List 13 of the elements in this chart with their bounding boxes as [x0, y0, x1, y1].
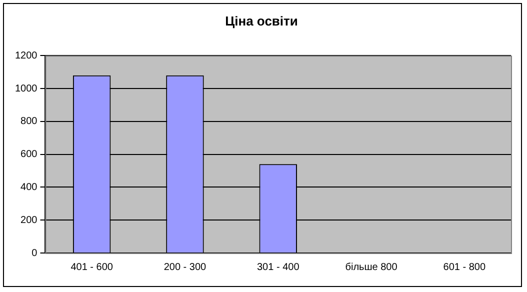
y-tick-label: 400 — [20, 182, 38, 193]
y-tick-label: 1200 — [14, 50, 38, 62]
y-tick-label: 1000 — [14, 83, 38, 94]
y-tick-label: 800 — [20, 116, 38, 128]
y-tick-label: 200 — [20, 214, 38, 226]
y-tick-label: 0 — [32, 248, 38, 259]
x-tick-label: 200 - 300 — [164, 262, 207, 273]
x-tick-label: 401 - 600 — [70, 262, 114, 273]
x-tick-label: 601 - 800 — [443, 262, 486, 273]
chart-title: Ціна освіти — [225, 13, 298, 28]
x-tick-label: більше 800 — [345, 262, 398, 273]
y-tick-label: 600 — [20, 149, 38, 160]
x-tick-label: 301 - 400 — [256, 262, 300, 273]
